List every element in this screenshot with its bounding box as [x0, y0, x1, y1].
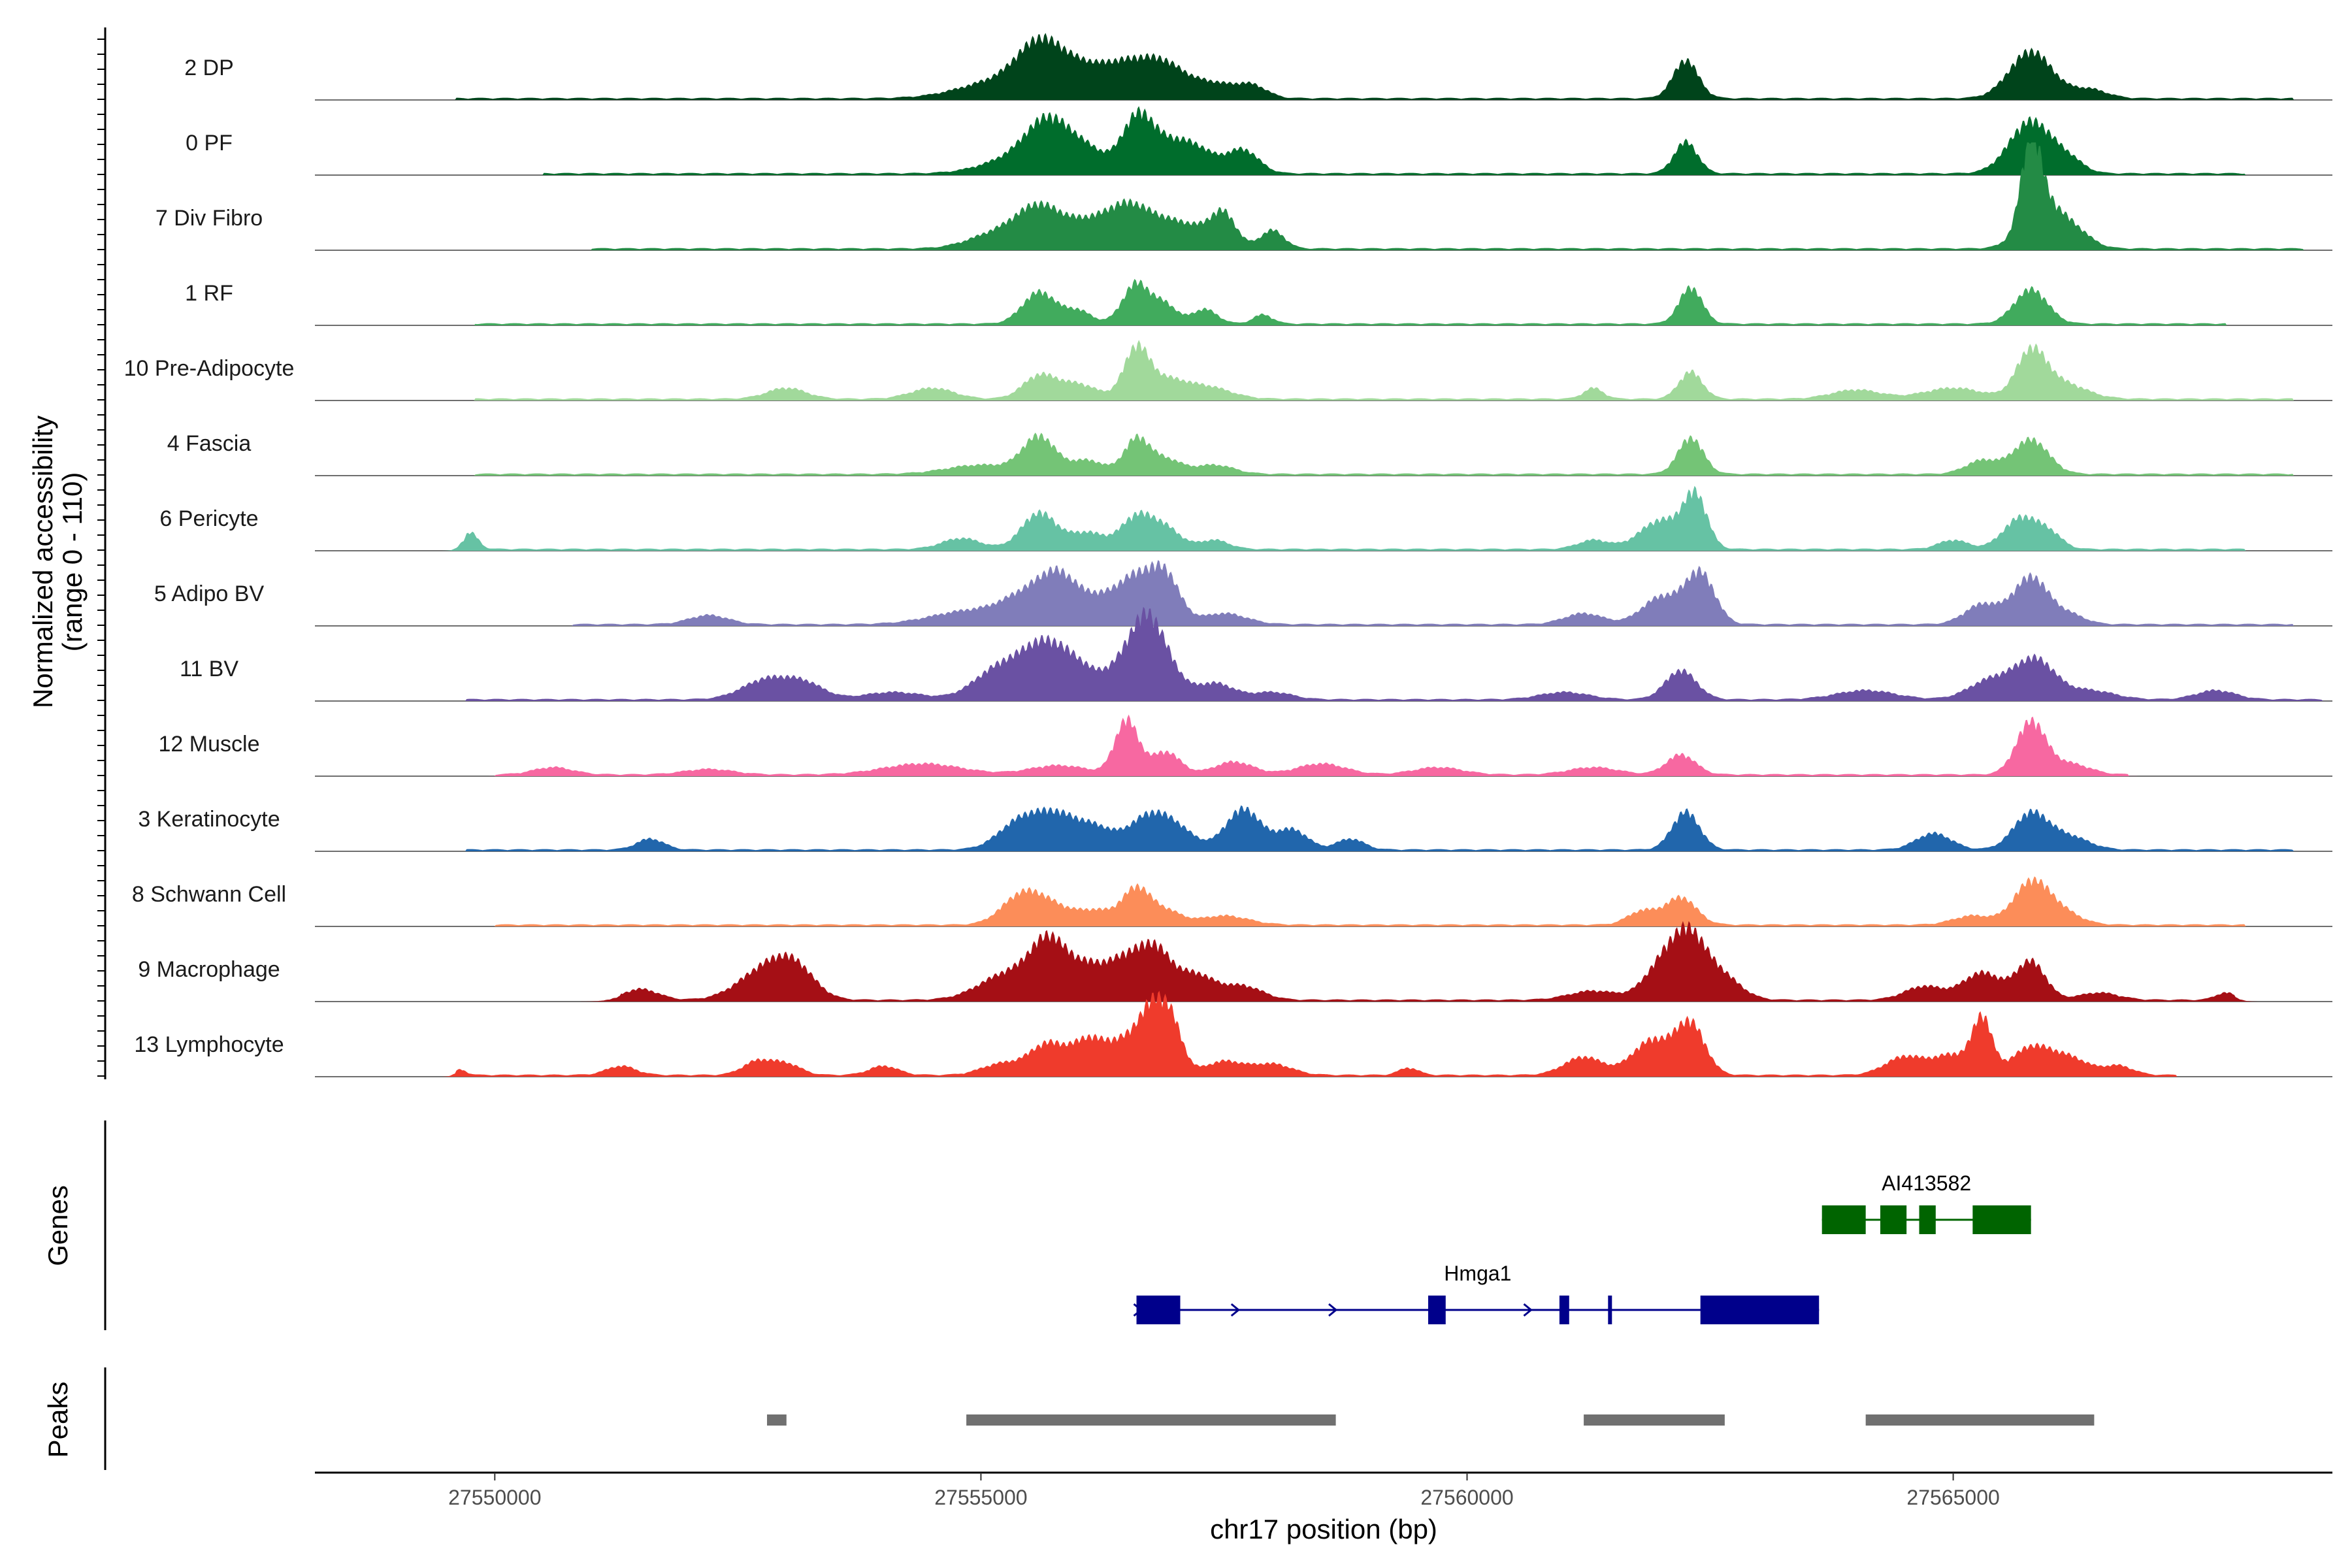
- track-label: 11 BV: [180, 657, 238, 681]
- gene-hmga1: Hmga1: [1133, 1262, 1820, 1324]
- gene-exon: [1559, 1296, 1569, 1324]
- y-axis-title: Normalized accessibility: [27, 416, 58, 708]
- track-1-rf: 1 RF: [185, 278, 2332, 326]
- track-4-fascia: 4 Fascia: [167, 431, 2332, 476]
- track-label: 4 Fascia: [167, 431, 252, 456]
- gene-exon: [1136, 1296, 1181, 1324]
- peak-region: [767, 1414, 787, 1426]
- track-12-muscle: 12 Muscle: [159, 714, 2332, 777]
- coverage-area-6-pericyte: [315, 485, 2332, 551]
- track-6-pericyte: 6 Pericyte: [159, 485, 2332, 551]
- x-axis: 27550000 27555000 27560000 27565000: [448, 1473, 2000, 1509]
- track-label: 5 Adipo BV: [154, 581, 265, 606]
- coverage-area-2-dp: [315, 33, 2332, 100]
- track-2-dp: 2 DP: [184, 33, 2332, 101]
- x-axis-tick-label: 27560000: [1420, 1486, 1513, 1509]
- coverage-area-13-lymphocyte: [315, 990, 2332, 1077]
- track-8-schwann-cell: 8 Schwann Cell: [132, 876, 2332, 927]
- genes-track-title: Genes: [42, 1185, 73, 1266]
- track-label: 2 DP: [184, 56, 234, 80]
- y-axis-range: (range 0 - 110): [57, 472, 88, 652]
- x-axis-tick-label: 27550000: [448, 1486, 541, 1509]
- coverage-area-12-muscle: [315, 714, 2332, 776]
- track-label: 12 Muscle: [159, 732, 260, 757]
- x-axis-tick-label: 27555000: [934, 1486, 1027, 1509]
- coverage-y-axis: [97, 27, 106, 1079]
- track-label: 10 Pre-Adipocyte: [124, 356, 295, 381]
- gene-exon: [1428, 1296, 1446, 1324]
- track-label: 3 Keratinocyte: [138, 807, 280, 832]
- peak-regions: [767, 1414, 2095, 1426]
- strand-arrow-icon: [1328, 1303, 1338, 1317]
- peak-region: [966, 1414, 1336, 1426]
- gene-ai413582: AI413582: [1821, 1171, 2031, 1234]
- gene-annotations: AI413582 Hmga1: [1133, 1171, 2031, 1324]
- coverage-tracks: 2 DP 0 PF 7 Div Fibro 1 RF 10 Pre-Adipocyte 4…: [124, 33, 2332, 1077]
- track-label: 9 Macrophage: [138, 957, 280, 982]
- strand-arrow-icon: [1523, 1303, 1533, 1317]
- gene-name-label: Hmga1: [1444, 1262, 1511, 1285]
- gene-exon: [1880, 1205, 1907, 1234]
- track-label: 0 PF: [186, 131, 233, 155]
- track-5-adipo-bv: 5 Adipo BV: [154, 560, 2332, 627]
- track-label: 6 Pericyte: [159, 506, 258, 531]
- peaks-track-title: Peaks: [42, 1382, 73, 1458]
- gene-exon: [1608, 1296, 1612, 1324]
- strand-arrow-icon: [1230, 1303, 1241, 1317]
- track-13-lymphocyte: 13 Lymphocyte: [134, 990, 2332, 1077]
- x-axis-tick-label: 27565000: [1906, 1486, 1999, 1509]
- track-label: 1 RF: [185, 281, 233, 306]
- track-label: 8 Schwann Cell: [132, 882, 286, 907]
- coverage-area-5-adipo-bv: [315, 560, 2332, 626]
- coverage-area-10-pre-adipocyte: [315, 340, 2332, 400]
- x-axis-title: chr17 position (bp): [1210, 1514, 1437, 1544]
- gene-exon: [1919, 1205, 1936, 1234]
- gene-exon: [1972, 1205, 2031, 1234]
- track-9-macrophage: 9 Macrophage: [138, 921, 2332, 1002]
- track-label: 7 Div Fibro: [155, 206, 263, 231]
- peak-region: [1584, 1414, 1725, 1426]
- coverage-area-7-div-fibro: [315, 142, 2332, 250]
- track-3-keratinocyte: 3 Keratinocyte: [138, 805, 2332, 852]
- track-label: 13 Lymphocyte: [134, 1032, 284, 1057]
- gene-name-label: AI413582: [1882, 1171, 1971, 1195]
- gene-exon: [1821, 1205, 1866, 1234]
- coverage-area-3-keratinocyte: [315, 805, 2332, 851]
- track-10-pre-adipocyte: 10 Pre-Adipocyte: [124, 340, 2332, 401]
- coverage-area-9-macrophage: [315, 921, 2332, 1002]
- peak-region: [1865, 1414, 2095, 1426]
- gene-exon: [1700, 1296, 1820, 1324]
- coverage-area-8-schwann-cell: [315, 876, 2332, 926]
- track-0-pf: 0 PF: [186, 106, 2332, 176]
- track-11-bv: 11 BV: [180, 606, 2332, 702]
- track-7-div-fibro: 7 Div Fibro: [155, 142, 2332, 251]
- coverage-area-4-fascia: [315, 433, 2332, 476]
- coverage-area-1-rf: [315, 278, 2332, 325]
